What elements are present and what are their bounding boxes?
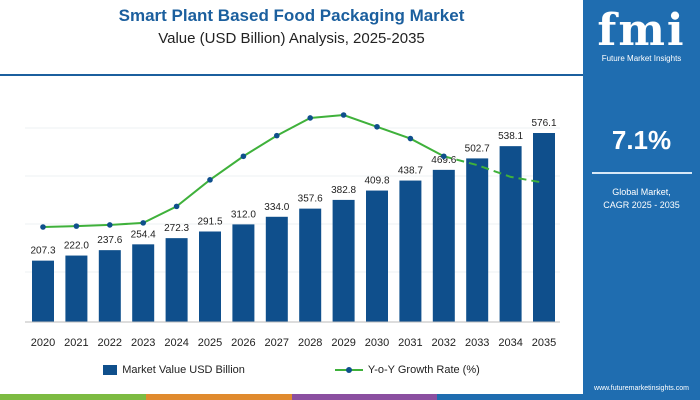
- x-tick-2034: 2034: [498, 337, 522, 349]
- bar-label-2028: 357.6: [298, 194, 323, 205]
- x-tick-2032: 2032: [432, 337, 456, 349]
- x-tick-2022: 2022: [98, 337, 122, 349]
- bar-label-2027: 334.0: [264, 202, 289, 213]
- bar-2035: [533, 133, 555, 322]
- cagr-label-2: CAGR 2025 - 2035: [603, 200, 680, 210]
- chart-plot: 207.3 2020 222.0 2021 237.6 2022 254.4 2023 272.…: [25, 112, 560, 349]
- bar-label-2032: 469.6: [431, 155, 456, 166]
- x-tick-2028: 2028: [298, 337, 322, 349]
- cagr-value: 7.1%: [611, 125, 672, 155]
- x-tick-2023: 2023: [131, 337, 155, 349]
- bar-label-2026: 312.0: [231, 209, 256, 220]
- bar-label-2020: 207.3: [30, 246, 55, 257]
- x-tick-2029: 2029: [331, 337, 355, 349]
- x-tick-2020: 2020: [31, 337, 55, 349]
- growth-point-2021: [73, 223, 80, 229]
- x-tick-2035: 2035: [532, 337, 556, 349]
- legend-bar: Market Value USD Billion: [103, 364, 245, 376]
- bar-2020: [32, 260, 54, 322]
- bar-2034: [499, 146, 522, 322]
- bar-2030: [366, 190, 388, 322]
- growth-point-2031: [407, 135, 414, 142]
- x-tick-2025: 2025: [198, 337, 222, 349]
- bar-2031: [399, 180, 422, 322]
- growth-point-2026: [240, 153, 247, 160]
- growth-point-2027: [274, 132, 280, 139]
- brand-name: Future Market Insights: [601, 54, 682, 63]
- growth-line-forecast: [443, 155, 545, 184]
- bar-2026: [232, 224, 255, 322]
- legend-bar-label: Market Value USD Billion: [122, 364, 245, 376]
- growth-point-2032: [441, 153, 447, 160]
- bar-2022: [98, 250, 121, 322]
- x-tick-2027: 2027: [265, 337, 289, 349]
- bar-label-2024: 272.3: [164, 223, 189, 234]
- bar-2029: [332, 199, 355, 322]
- growth-point-2028: [307, 115, 314, 121]
- bar-2025: [199, 231, 221, 322]
- legend-line: Y-o-Y Growth Rate (%): [334, 364, 480, 376]
- website-link[interactable]: www.futuremarketinsights.com: [594, 385, 689, 392]
- bar-label-2033: 502.7: [465, 143, 490, 154]
- bar-label-2022: 237.6: [97, 235, 122, 246]
- chart-title: Smart Plant Based Food Packaging Market: [118, 6, 465, 25]
- bar-2021: [65, 255, 88, 322]
- x-tick-2030: 2030: [365, 337, 389, 349]
- growth-point-2020: [40, 224, 46, 230]
- x-tick-2033: 2033: [465, 337, 489, 349]
- bar-label-2035: 576.1: [531, 118, 556, 129]
- legend-line-label: Y-o-Y Growth Rate (%): [367, 364, 480, 376]
- panel-divider: [591, 172, 692, 174]
- divider: [0, 74, 583, 76]
- growth-point-2025: [207, 177, 213, 183]
- bar-2024: [165, 238, 188, 322]
- x-tick-2021: 2021: [64, 337, 88, 349]
- growth-point-2030: [374, 123, 380, 130]
- color-stripe: [0, 394, 583, 400]
- bar-2028: [299, 208, 322, 322]
- legend: Market Value USD Billion Y-o-Y Growth Ra…: [0, 364, 583, 376]
- bar-label-2031: 438.7: [398, 166, 423, 177]
- bar-2032: [432, 169, 455, 322]
- growth-point-2023: [140, 220, 146, 226]
- chart-subtitle: Value (USD Billion) Analysis, 2025-2035: [158, 30, 425, 47]
- bar-label-2025: 291.5: [197, 216, 222, 227]
- growth-point-2024: [173, 203, 180, 210]
- growth-point-2029: [340, 112, 347, 118]
- growth-point-2022: [107, 222, 113, 228]
- side-panel: fmi Future Market Insights 7.1% Global M…: [583, 0, 700, 400]
- bar-label-2021: 222.0: [64, 241, 89, 252]
- fmi-logo: fmi: [597, 5, 686, 56]
- x-tick-2031: 2031: [398, 337, 422, 349]
- legend-bar-swatch: [103, 365, 118, 375]
- cagr-label-1: Global Market,: [612, 187, 671, 197]
- bar-2033: [466, 158, 489, 322]
- x-tick-2024: 2024: [164, 337, 188, 349]
- bar-2023: [132, 244, 155, 322]
- bar-label-2034: 538.1: [498, 131, 523, 142]
- bar-label-2030: 409.8: [364, 176, 389, 187]
- bar-2027: [265, 216, 288, 322]
- bar-label-2023: 254.4: [131, 229, 156, 240]
- bar-label-2029: 382.8: [331, 185, 356, 196]
- legend-line-swatch: [334, 367, 363, 373]
- x-tick-2026: 2026: [231, 337, 255, 349]
